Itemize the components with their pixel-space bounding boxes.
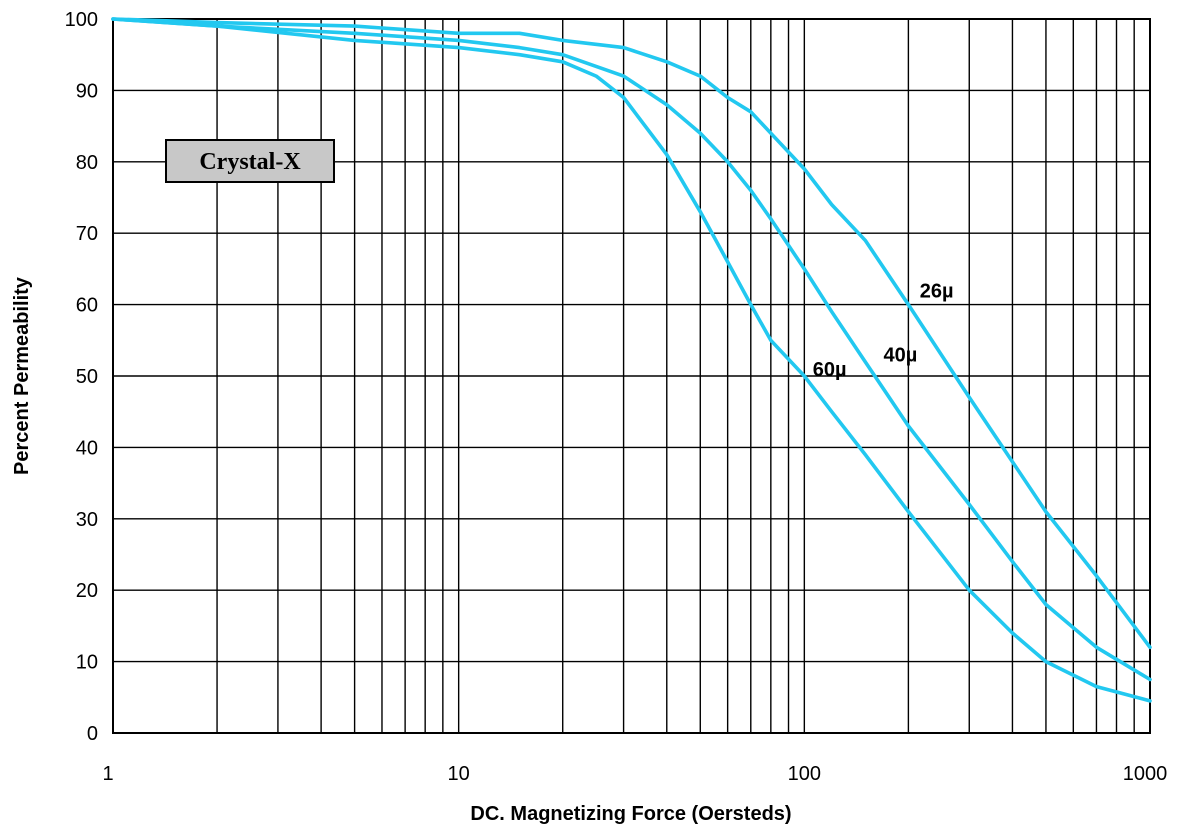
y-tick-label: 0: [87, 723, 98, 745]
legend-box-background: [165, 139, 335, 183]
y-tick-label: 10: [76, 652, 98, 674]
y-tick-label: 100: [65, 9, 98, 31]
y-tick-label: 60: [76, 295, 98, 317]
y-tick-label: 50: [76, 366, 98, 388]
y-tick-label: 80: [76, 152, 98, 174]
series-label: 26µ: [920, 280, 954, 302]
series-line-3: [111, 17, 1152, 703]
series-label: 40µ: [884, 345, 918, 367]
y-tick-label: 40: [76, 437, 98, 459]
series-label: 60µ: [813, 359, 847, 381]
plot-frame: [112, 18, 1151, 734]
series-line-2: [111, 17, 1152, 682]
series-labels: 26µ 40µ 60µ: [813, 280, 954, 381]
y-tick-label: 70: [76, 223, 98, 245]
y-axis-title: Percent Permeability: [11, 276, 33, 475]
legend-box: Crystal-X: [165, 139, 335, 183]
y-tick-label: 30: [76, 509, 98, 531]
x-tick-label: 100: [788, 763, 821, 785]
legend-box-text: Crystal-X: [199, 149, 301, 175]
x-tick-label: 1: [102, 763, 113, 785]
series-layer: [111, 17, 1152, 703]
series-line-1: [111, 17, 1152, 650]
grid-layer: [112, 18, 1151, 734]
x-tick-label: 1000: [1123, 763, 1168, 785]
x-tick-label: 10: [448, 763, 470, 785]
y-tick-label: 90: [76, 80, 98, 102]
x-axis-title: DC. Magnetizing Force (Oersteds): [470, 803, 791, 825]
y-tick-label: 20: [76, 580, 98, 602]
